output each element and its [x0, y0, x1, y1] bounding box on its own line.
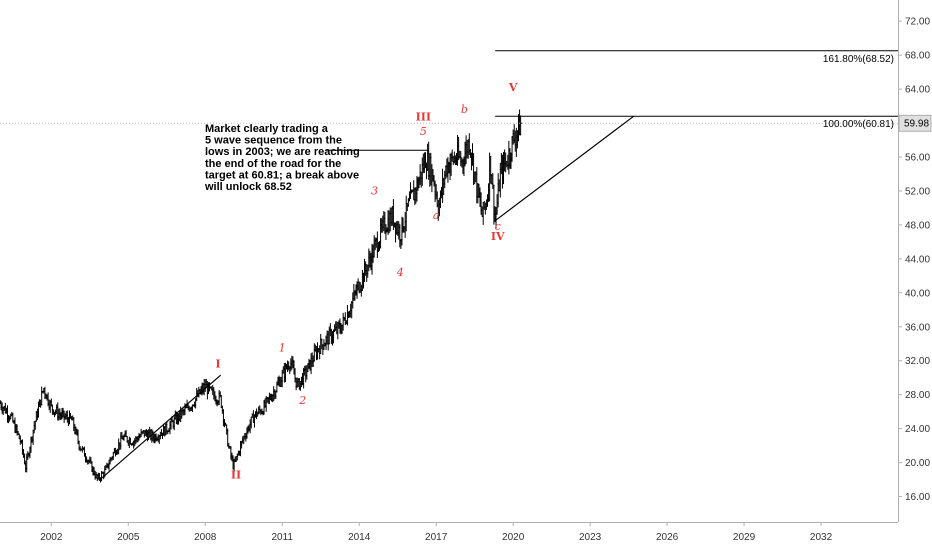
wave-label-minor: b	[461, 103, 468, 116]
y-tick-label: 68.00	[905, 51, 930, 62]
x-tick-label: 2014	[348, 532, 371, 543]
wave-label-minor: c	[495, 220, 501, 233]
y-tick-label: 44.00	[905, 254, 930, 265]
annotations: 161.80%(68.52)100.00%(60.81)IIIIIIIVV123…	[204, 54, 894, 482]
price-bars	[0, 109, 523, 483]
annotation-line: the end of the road for the	[205, 158, 341, 170]
wave-label-minor: 1	[279, 341, 286, 354]
last-price-tag	[898, 114, 932, 132]
wave-label-major: I	[216, 358, 221, 371]
annotation-line: lows in 2003; we are reaching	[205, 146, 360, 158]
last-price-value: 59.98	[904, 119, 929, 130]
y-tick-label: 64.00	[905, 85, 930, 96]
wave-label-minor: 2	[298, 394, 306, 407]
x-tick-label: 2032	[810, 532, 833, 543]
wave-label-minor: 3	[371, 184, 378, 197]
trend-line[interactable]	[99, 374, 222, 481]
annotation-line: target at 60.81; a break above	[205, 169, 359, 181]
y-tick-label: 72.00	[905, 17, 930, 28]
wave-label-major: III	[416, 111, 431, 124]
y-tick-label: 48.00	[905, 220, 930, 231]
x-axis-background	[0, 522, 932, 550]
y-tick-label: 40.00	[905, 288, 930, 299]
x-tick-label: 2017	[425, 532, 448, 543]
y-tick-label: 16.00	[905, 492, 930, 503]
y-tick-label: 32.00	[905, 356, 930, 367]
fib-level-label: 100.00%(60.81)	[823, 119, 894, 130]
wave-label-minor: a	[433, 209, 440, 222]
x-tick-label: 2029	[733, 532, 756, 543]
plot-area[interactable]	[0, 50, 898, 483]
y-tick-label: 36.00	[905, 322, 930, 333]
annotation-line: Market clearly trading a	[205, 123, 329, 135]
fib-level-label: 161.80%(68.52)	[823, 54, 894, 65]
wave-label-major: V	[508, 81, 518, 94]
wave-label-minor: 4	[396, 266, 404, 279]
x-tick-label: 2005	[117, 532, 140, 543]
x-tick-label: 2008	[194, 532, 217, 543]
annotation-line: 5 wave sequence from the	[205, 135, 342, 147]
wave-label-major: IV	[491, 230, 505, 243]
x-tick-label: 2026	[656, 532, 679, 543]
y-axis-background	[898, 0, 932, 550]
wave-label-major: II	[231, 469, 241, 482]
y-tick-label: 24.00	[905, 424, 930, 435]
y-tick-label: 56.00	[905, 153, 930, 164]
x-tick-label: 2011	[271, 532, 293, 543]
y-tick-label: 20.00	[905, 458, 930, 469]
trend-line[interactable]	[494, 115, 635, 222]
x-tick-label: 2020	[502, 532, 525, 543]
annotation-line: will unlock 68.52	[204, 181, 292, 193]
x-tick-label: 2002	[40, 532, 63, 543]
y-tick-label: 28.00	[905, 390, 930, 401]
wave-label-minor: 5	[420, 125, 427, 138]
y-tick-label: 52.00	[905, 186, 930, 197]
x-tick-label: 2023	[579, 532, 602, 543]
